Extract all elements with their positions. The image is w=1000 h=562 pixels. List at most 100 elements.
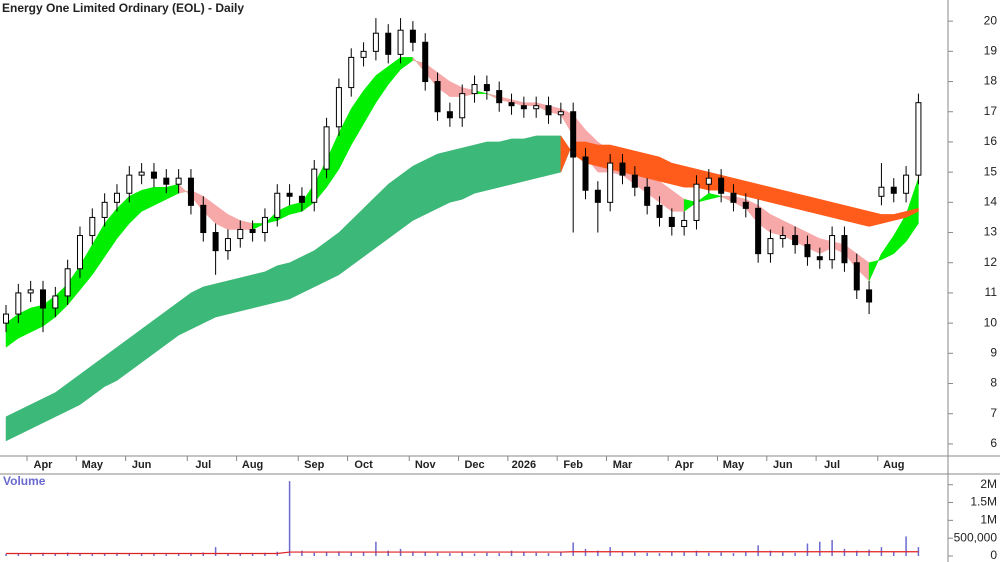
volume-bar (757, 545, 759, 556)
volume-average (6, 551, 919, 555)
candle-body (570, 111, 577, 158)
volume-bar (375, 541, 377, 556)
volume-bar (473, 553, 476, 556)
volume-bar (782, 552, 784, 556)
candle-body (64, 268, 71, 297)
volume-bar (362, 551, 365, 556)
volume-bar (165, 554, 168, 556)
volume-bar (905, 536, 907, 556)
candle-body (656, 204, 663, 218)
volume-bar (449, 553, 451, 556)
volume-bar (325, 552, 328, 556)
y-tick-label: 19 (984, 44, 998, 58)
volume-bar (412, 551, 414, 556)
y-tick-label: 16 (984, 134, 998, 148)
candle-body (607, 162, 614, 203)
volume-bar (843, 548, 846, 556)
y-tick-label: 14 (984, 195, 998, 209)
candle-body (681, 219, 688, 227)
x-tick-label: 2026 (512, 459, 536, 471)
candle-body (261, 216, 268, 234)
volume-bar (868, 549, 870, 556)
volume-bar (202, 552, 205, 556)
volume-bar (572, 542, 574, 556)
volume-bar (227, 553, 229, 556)
candle-body (853, 262, 860, 291)
x-tick-label: Aug (883, 459, 904, 471)
candle-body (496, 90, 503, 104)
candle-body (557, 111, 564, 116)
candle-body (39, 289, 46, 309)
volume-bar (621, 551, 624, 556)
volume-bar (17, 553, 20, 556)
candle-body (298, 195, 305, 203)
volume-bar (646, 552, 648, 556)
candle-body (508, 102, 515, 107)
volume-bar (103, 553, 106, 556)
volume-title: Volume (3, 474, 46, 488)
candle-body (126, 174, 133, 194)
candle-body (101, 201, 108, 218)
x-tick-label: May (82, 459, 104, 471)
chart-title: Energy One Limited Ordinary (EOL) - Dail… (2, 1, 244, 15)
candle-body (520, 105, 527, 110)
candle-body (804, 244, 811, 258)
candle-body (829, 235, 836, 261)
y-tick-label: 8 (990, 376, 997, 390)
candle-body (693, 183, 700, 221)
volume-bar (387, 550, 389, 556)
candle-body (409, 29, 416, 43)
y-tick-label: 500,000 (954, 530, 998, 544)
candle-body (718, 177, 725, 194)
x-tick-label: Apr (675, 459, 695, 471)
candle-body (187, 177, 194, 206)
y-tick-label: 0 (990, 548, 997, 562)
x-tick-label: Oct (354, 459, 373, 471)
candle-body (335, 87, 342, 128)
volume-bar (893, 551, 895, 556)
y-tick-label: 6 (990, 436, 997, 450)
volume-bar (116, 552, 118, 556)
volume-bar (732, 553, 735, 556)
y-tick-label: 12 (984, 255, 998, 269)
candle-body (483, 84, 490, 92)
volume-bar (523, 552, 525, 556)
volume-bar (547, 553, 550, 556)
volume-bar (66, 552, 69, 556)
candle-body (3, 313, 9, 324)
volume-bar (597, 550, 599, 556)
candle-body (446, 111, 453, 119)
x-tick-label: Jul (195, 459, 211, 471)
volume-bar (91, 553, 94, 556)
candle-body (249, 229, 256, 234)
candle-body (878, 186, 885, 197)
volume-bar (819, 541, 821, 556)
volume-bar (671, 552, 673, 556)
volume-bar (313, 552, 315, 556)
volume-bar (720, 552, 722, 556)
candle-body (286, 192, 293, 197)
candle-body (792, 235, 799, 246)
y-tick-label: 13 (984, 225, 998, 239)
candle-body (619, 162, 626, 176)
volume-bar (486, 552, 488, 556)
candle-body (89, 216, 96, 237)
candle-body (668, 216, 675, 227)
volume-bar (769, 550, 772, 556)
x-tick-label: Mar (613, 459, 633, 471)
candle-body (175, 177, 182, 185)
candle-body (755, 207, 762, 255)
volume-bar (510, 550, 513, 556)
x-tick-label: Sep (304, 459, 324, 471)
volume-bar (634, 552, 636, 556)
y-tick-label: 11 (985, 285, 998, 299)
candle-body (631, 174, 638, 188)
y-tick-label: 10 (984, 315, 998, 329)
candle-body (730, 192, 737, 203)
candle-body (767, 238, 774, 255)
volume-bar (214, 547, 217, 556)
volume-bar (745, 551, 747, 556)
candle-body (533, 105, 540, 110)
volume-bar (190, 552, 192, 556)
volume-bar (683, 552, 685, 556)
